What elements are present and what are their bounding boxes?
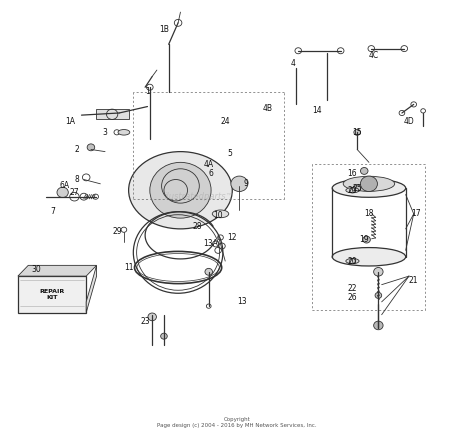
Text: 1: 1 [145, 87, 150, 96]
Text: 7: 7 [51, 207, 55, 216]
Text: 29: 29 [112, 226, 122, 235]
Text: 27: 27 [70, 188, 79, 197]
Text: 6A: 6A [60, 181, 70, 191]
Bar [96, 109, 128, 119]
Polygon shape [86, 265, 97, 313]
Circle shape [374, 267, 383, 276]
Text: 4D: 4D [404, 117, 414, 126]
Text: 28: 28 [192, 222, 202, 231]
Ellipse shape [332, 248, 406, 266]
Ellipse shape [346, 187, 359, 193]
Text: 1B: 1B [159, 25, 169, 34]
Circle shape [354, 129, 360, 135]
Circle shape [375, 292, 382, 299]
Circle shape [363, 236, 370, 243]
Text: Page design (c) 2004 - 2016 by MH Network Services, Inc.: Page design (c) 2004 - 2016 by MH Networ… [157, 423, 317, 428]
Circle shape [57, 187, 68, 197]
Text: Copyright: Copyright [224, 417, 250, 422]
Text: ilustratedparts™: ilustratedparts™ [164, 192, 234, 201]
Ellipse shape [118, 130, 130, 135]
Circle shape [205, 268, 212, 275]
Ellipse shape [343, 176, 395, 191]
Text: 20: 20 [347, 257, 357, 266]
Circle shape [360, 168, 368, 175]
Text: 25: 25 [352, 184, 362, 193]
Text: 23: 23 [140, 317, 150, 326]
Polygon shape [18, 265, 97, 276]
Ellipse shape [128, 152, 232, 229]
Ellipse shape [332, 179, 406, 197]
Text: REPAIR
KIT: REPAIR KIT [39, 289, 64, 300]
Text: 22: 22 [348, 284, 357, 293]
Ellipse shape [346, 258, 359, 264]
Text: 10: 10 [213, 212, 223, 220]
Bar [18, 276, 86, 313]
Circle shape [87, 144, 95, 151]
Text: 19: 19 [359, 235, 369, 244]
Circle shape [360, 176, 377, 191]
Text: 21: 21 [409, 276, 419, 285]
Text: 1A: 1A [65, 117, 75, 126]
Ellipse shape [212, 210, 229, 218]
Text: 20: 20 [347, 186, 357, 195]
Text: 2: 2 [74, 145, 79, 154]
Text: 18: 18 [364, 210, 374, 218]
Text: 12: 12 [228, 233, 237, 242]
Text: 14: 14 [312, 106, 322, 115]
Text: 3: 3 [102, 128, 108, 137]
Text: 26: 26 [347, 293, 357, 302]
Text: 4A: 4A [204, 160, 214, 169]
Circle shape [150, 162, 211, 218]
Text: 30: 30 [32, 265, 42, 274]
Text: 4B: 4B [263, 104, 273, 113]
Circle shape [148, 313, 156, 321]
Circle shape [354, 184, 361, 191]
Circle shape [374, 321, 383, 330]
Text: 11: 11 [124, 263, 133, 272]
Text: 16: 16 [347, 168, 357, 178]
Text: 13: 13 [237, 297, 246, 306]
Text: 4C: 4C [369, 51, 379, 60]
Text: 8: 8 [74, 175, 79, 184]
Text: 9: 9 [244, 179, 249, 188]
Circle shape [231, 176, 248, 191]
Text: 4: 4 [291, 59, 296, 68]
Text: 13A: 13A [204, 239, 219, 248]
Circle shape [161, 333, 167, 339]
Text: 5: 5 [228, 149, 232, 158]
Text: 15: 15 [352, 128, 362, 137]
Text: 24: 24 [220, 117, 230, 126]
Text: 6: 6 [209, 168, 213, 178]
Text: 17: 17 [411, 210, 421, 218]
